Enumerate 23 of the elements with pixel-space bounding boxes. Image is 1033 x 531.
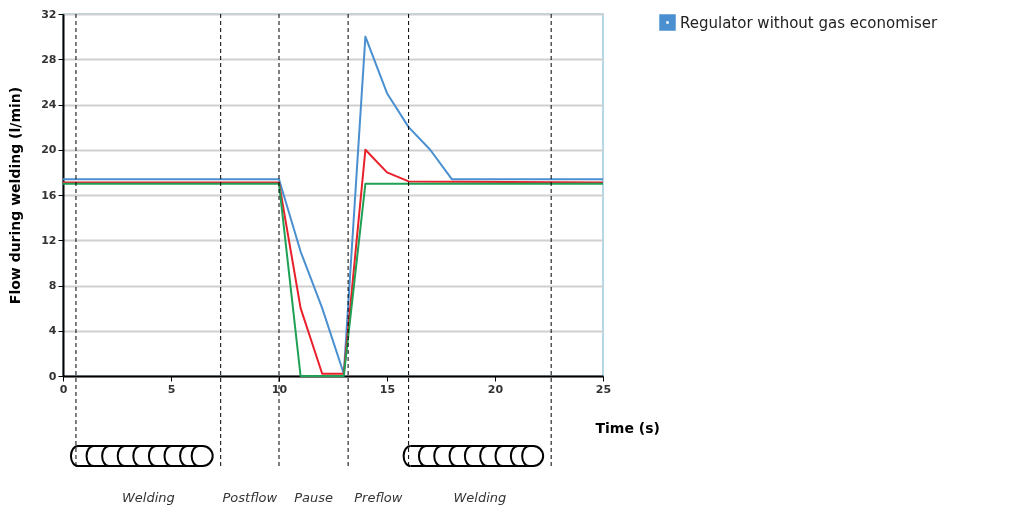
x-tick-label: 10: [271, 382, 288, 396]
x-tick-label: 5: [167, 382, 176, 396]
y-tick-label: 24: [41, 98, 57, 111]
y-tick-label: 4: [48, 324, 57, 338]
y-axis-title: Flow during welding (l/min): [7, 86, 24, 305]
text: Preflow: [354, 490, 403, 505]
x-tick-label: 25: [595, 382, 612, 396]
y-tick-label: 12: [41, 233, 57, 247]
x-tick-label: 0: [59, 382, 68, 396]
y-tick-label: 32: [41, 7, 57, 21]
y-tick-label: 20: [41, 143, 57, 157]
y-tick-label: 16: [41, 188, 57, 202]
y-tick-label: 28: [41, 52, 57, 66]
legend-label: Regulator without gas economiser: [680, 13, 938, 32]
text: Welding: [121, 490, 175, 505]
text: Welding: [453, 490, 507, 505]
y-tick-label: 8: [48, 279, 57, 292]
y-tick-label: 0: [48, 369, 57, 383]
x-axis-title: Time (s): [595, 419, 660, 436]
text: Pause: [294, 490, 333, 505]
text: Postflow: [222, 490, 278, 505]
x-tick-label: 20: [487, 382, 504, 396]
x-tick-label: 15: [379, 382, 396, 396]
